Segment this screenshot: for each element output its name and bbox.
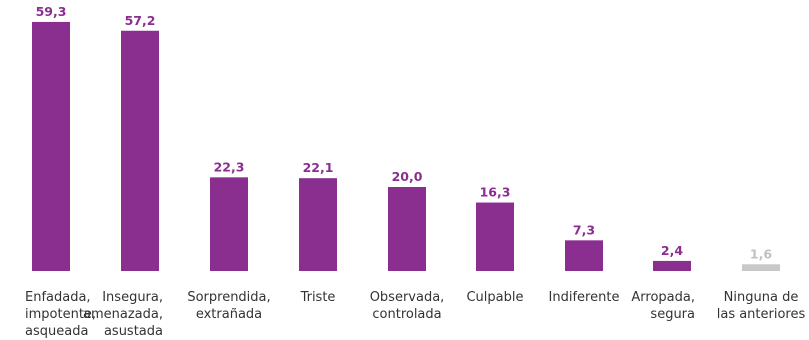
- data-label-5: 16,3: [480, 185, 511, 200]
- category-label-2: Sorprendida, extrañada: [179, 289, 279, 323]
- category-label-line: Sorprendida,: [187, 290, 271, 305]
- category-label-line: Observada,: [369, 290, 445, 305]
- category-label-line: extrañada: [195, 307, 263, 322]
- data-label-6: 7,3: [573, 222, 595, 237]
- category-label-5: Culpable: [445, 289, 545, 306]
- category-label-6: Indiferente: [534, 289, 634, 306]
- category-label-line: Culpable: [466, 290, 524, 305]
- bar-7: [653, 260, 691, 271]
- category-label-line: impotente,: [25, 307, 97, 322]
- category-label-line: Ninguna de: [723, 290, 799, 305]
- data-label-2: 22,3: [214, 159, 245, 174]
- category-label-line: controlada: [372, 307, 442, 322]
- bar-0: [32, 21, 70, 271]
- bar-8: [742, 264, 780, 271]
- bar-4: [388, 187, 426, 271]
- data-label-0: 59,3: [36, 4, 67, 19]
- category-label-3: Triste: [268, 289, 368, 306]
- bar-6: [565, 240, 603, 271]
- data-label-4: 20,0: [392, 169, 423, 184]
- category-label-7: Arropada, segura: [595, 289, 695, 323]
- category-label-line: asqueada: [25, 324, 89, 339]
- category-label-line: Indiferente: [548, 290, 620, 305]
- category-label-line: las anteriores: [716, 307, 806, 322]
- data-label-7: 2,4: [661, 243, 683, 258]
- category-label-1: Insegura, amenazada, asustada: [63, 289, 163, 340]
- category-label-line: amenazada,: [83, 307, 163, 322]
- category-label-line: asustada: [103, 324, 163, 339]
- bar-3: [299, 178, 337, 271]
- data-label-1: 57,2: [125, 13, 156, 28]
- data-label-3: 22,1: [303, 160, 334, 175]
- category-label-line: Arropada,: [631, 290, 695, 305]
- category-label-line: Enfadada,: [25, 290, 91, 305]
- category-label-line: segura: [650, 307, 695, 322]
- category-label-line: Insegura,: [102, 290, 163, 305]
- bar-5: [476, 202, 514, 271]
- category-label-line: Triste: [300, 290, 336, 305]
- bar-2: [210, 177, 248, 271]
- data-label-8: 1,6: [750, 246, 772, 261]
- category-label-4: Observada, controlada: [357, 289, 457, 323]
- category-label-8: Ninguna de las anteriores: [711, 289, 809, 323]
- bar-1: [121, 30, 159, 272]
- category-label-0: Enfadada, impotente, asqueada: [25, 289, 125, 340]
